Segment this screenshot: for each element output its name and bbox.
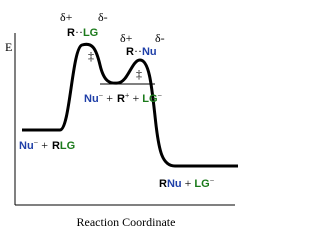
x-axis-label: Reaction Coordinate — [77, 215, 176, 229]
charge: − — [34, 138, 39, 147]
delta-plus: δ+ — [120, 31, 133, 45]
y-axis-label: E — [5, 40, 12, 54]
charge: − — [210, 176, 215, 185]
ddagger: ‡ — [136, 67, 142, 81]
nu: Nu — [142, 46, 157, 58]
nu: Nu — [84, 93, 99, 105]
r: R — [67, 27, 75, 39]
products-label: RNu + LG− — [159, 176, 215, 190]
r: R — [126, 46, 134, 58]
charge: + — [125, 91, 130, 100]
plus: + — [185, 176, 192, 190]
ts2-label: R··Nu — [126, 44, 157, 58]
reactants-label: Nu− + RLG — [19, 138, 75, 152]
energy-diagram: E Reaction Coordinate δ+ δ- R··LG ‡ δ+ δ… — [5, 10, 238, 229]
plus: + — [132, 91, 139, 105]
r: R — [117, 93, 125, 105]
delta-plus: δ+ — [60, 10, 73, 24]
lg: LG — [142, 93, 157, 105]
intermediate-label: Nu− + R+ + LG− — [84, 91, 163, 105]
ddagger: ‡ — [88, 49, 94, 63]
plus: + — [106, 91, 113, 105]
lg: LG — [83, 27, 98, 39]
charge: − — [99, 91, 104, 100]
nu: Nu — [19, 140, 34, 152]
delta-minus: δ- — [155, 31, 165, 45]
charge: − — [158, 91, 163, 100]
energy-curve — [22, 42, 238, 168]
lg: LG — [60, 140, 75, 152]
plus: + — [41, 138, 48, 152]
lg: LG — [194, 178, 209, 190]
r: R — [159, 178, 167, 190]
nu: Nu — [167, 178, 182, 190]
dots: ·· — [134, 44, 142, 58]
dots: ·· — [75, 25, 83, 39]
ts1-label: R··LG — [67, 25, 98, 39]
r: R — [52, 140, 60, 152]
delta-minus: δ- — [98, 10, 108, 24]
